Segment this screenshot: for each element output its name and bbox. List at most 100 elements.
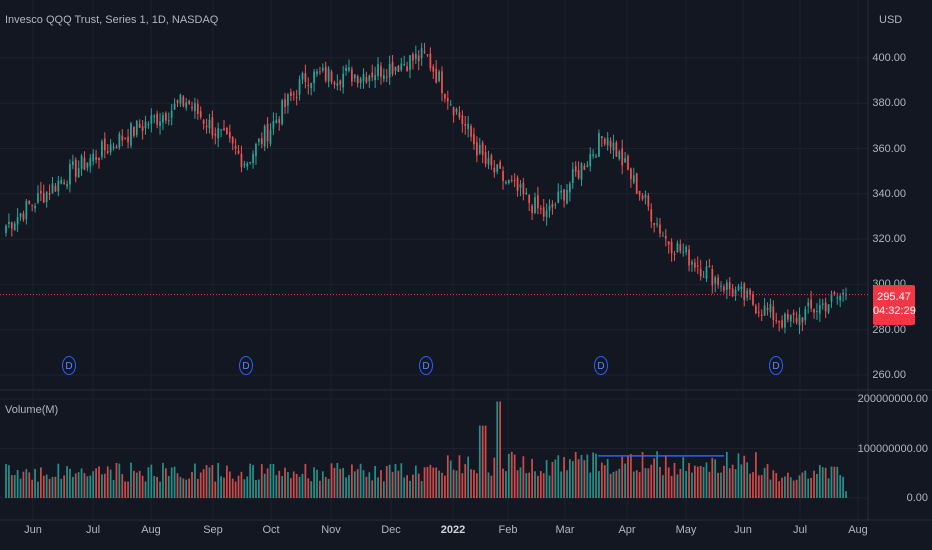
volume-bar [42,475,45,498]
volume-bar [679,468,682,498]
candle-body [612,142,615,151]
volume-bar [40,467,42,498]
volume-bar [54,476,57,498]
volume-bar [281,476,283,498]
candle-body [339,80,342,85]
candle-body [42,192,45,203]
volume-bar [336,463,339,498]
volume-bar [728,468,731,498]
volume-bar [641,451,644,498]
candle-body [40,190,42,194]
volume-bar [150,464,153,498]
candle-body [249,161,252,163]
candle-body [162,114,164,123]
volume-bar [417,473,420,498]
candle-body [83,157,86,170]
volume-bar [464,464,467,498]
volume-bar [307,478,310,498]
volume-bar [571,461,574,498]
time-tick-label: Jun [734,524,752,536]
candle-body [98,157,100,160]
volume-bar [380,470,382,498]
dividend-marker[interactable]: D [419,356,433,375]
volume-bar [34,468,36,498]
volume-bar [452,469,455,498]
volume-bar [467,456,470,498]
candle-body [310,82,313,89]
volume-bar [818,465,821,498]
volume-bar [725,451,728,498]
candle-body [502,171,504,181]
candle-body [429,53,432,69]
volume-bar [804,470,807,498]
volume-bar [566,470,568,498]
volume-bar [444,475,446,498]
candle-body [13,223,16,231]
volume-bar [551,461,554,498]
candle-body [682,251,685,253]
candle-body [839,295,842,301]
volume-bar [554,459,557,498]
candle-body [691,261,693,265]
candle-body [417,55,420,62]
price-tick-label: 360.00 [872,142,906,155]
candle-body [48,193,51,195]
candle-body [467,123,470,130]
candle-body [641,195,644,200]
volume-bar [789,477,792,498]
volume-bar [711,457,714,498]
volume-bar [275,475,278,498]
candle-body [307,84,310,86]
candle-body [86,162,89,168]
volume-bar [28,472,31,498]
volume-bar [830,466,833,498]
volume-bar [403,477,406,498]
dividend-marker[interactable]: D [62,356,76,375]
volume-bar [496,401,499,498]
candle-body [95,156,97,160]
volume-bar [743,455,746,498]
candle-body [635,173,638,194]
volume-bar [339,468,342,498]
dividend-marker[interactable]: D [239,356,253,375]
volume-bar [298,476,301,498]
candle-body [199,111,202,118]
volume-bar [842,476,844,498]
volume-bar [502,468,504,498]
candle-body [330,71,333,82]
volume-bar [394,463,397,498]
candle-body [118,133,121,148]
volume-bar [644,468,647,498]
candle-body [653,223,656,225]
candle-body [528,194,531,204]
volume-bar [798,475,801,498]
candle-body [656,223,658,225]
candle-body [664,236,667,239]
candle-body [836,297,839,299]
candle-body [348,67,350,71]
volume-bar [519,467,522,498]
volume-bar [182,478,185,498]
dividend-marker[interactable]: D [594,356,608,375]
candle-body [272,121,275,129]
candle-body [505,181,507,184]
candle-body [188,101,190,105]
dividend-marker[interactable]: D [769,356,783,375]
volume-bar [127,481,129,498]
volume-bar [63,475,66,498]
candle-body [368,75,371,82]
current-price-value: 295.47 [877,290,911,303]
candle-body [112,146,115,148]
volume-bar [228,471,231,498]
candle-body [382,75,385,80]
candle-body [496,164,499,172]
candle-body [673,253,676,255]
candle-body [385,76,388,78]
time-tick-label: Oct [262,524,280,536]
volume-bar [287,472,289,498]
candle-body [484,152,487,164]
volume-bar [833,466,836,498]
candle-body [757,311,760,313]
candle-body [240,153,243,168]
